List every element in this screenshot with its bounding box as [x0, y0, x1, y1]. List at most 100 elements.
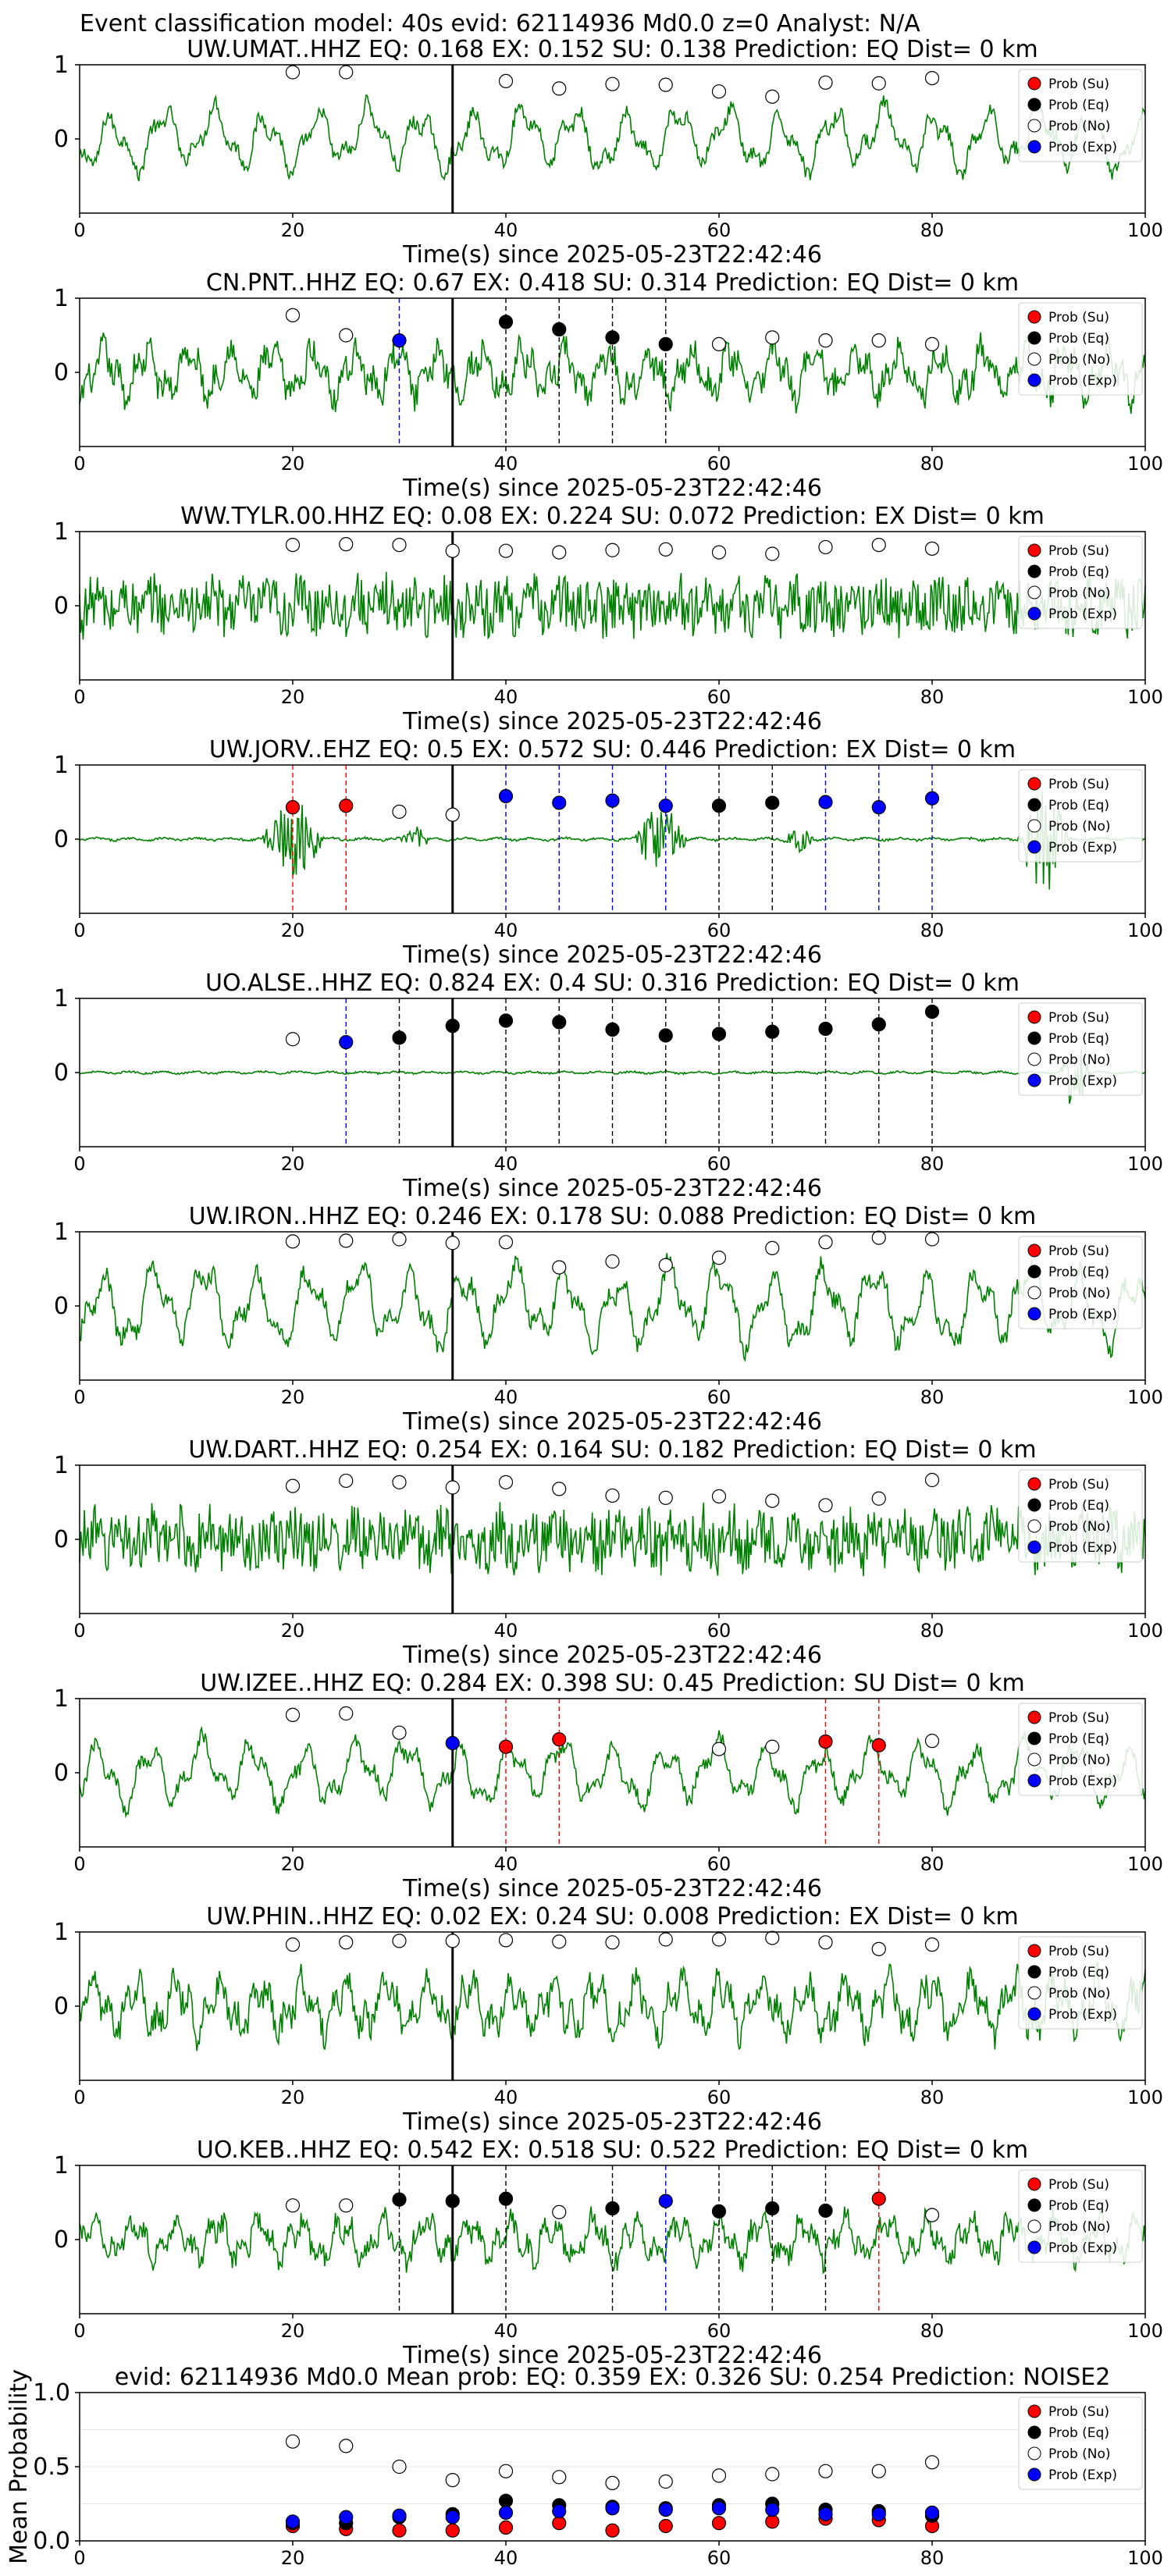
- prob-marker-no: [498, 1475, 514, 1489]
- legend-marker-su: [1027, 777, 1041, 791]
- prob-marker-no: [818, 1235, 833, 1250]
- prob-marker-su: [818, 1735, 833, 1749]
- mean-prob-point-0: [765, 2514, 780, 2529]
- waveform-trace: [79, 1961, 1146, 2051]
- waveform-trace: [79, 571, 1146, 640]
- prob-marker-no: [871, 1230, 886, 1245]
- y-tick-label: 0: [54, 126, 69, 153]
- x-tick-label: 40: [494, 686, 518, 708]
- y-tick-label: 1: [54, 1219, 69, 1246]
- prob-marker-no: [339, 537, 354, 552]
- station-panel: UW.IZEE..HHZ EQ: 0.284 EX: 0.398 SU: 0.4…: [54, 1670, 1163, 1902]
- prob-marker-eq: [552, 322, 567, 336]
- mean-prob-point-3: [605, 2501, 620, 2516]
- legend-entry-su: Prob (Su): [1048, 1244, 1109, 1259]
- prob-marker-no: [871, 1941, 886, 1956]
- prob-marker-eq: [658, 336, 673, 351]
- x-axis-label: Time(s) since 2025-05-23T22:42:46: [402, 1175, 822, 1202]
- prob-marker-no: [658, 1932, 673, 1947]
- legend-marker-no: [1027, 1519, 1041, 1533]
- mean-prob-point-2: [871, 2464, 886, 2478]
- y-tick-label: 0: [54, 1759, 69, 1787]
- x-tick-label: 60: [707, 920, 731, 941]
- legend-entry-exp: Prob (Exp): [1048, 1774, 1117, 1789]
- prob-marker-no: [818, 333, 833, 348]
- mean-prob-point-3: [924, 2505, 940, 2520]
- legend-marker-su: [1027, 1010, 1041, 1024]
- legend-marker-eq: [1027, 1965, 1041, 1979]
- legend-marker-no: [1027, 1052, 1041, 1066]
- legend-marker-exp: [1027, 1774, 1041, 1788]
- legend-marker-su: [1027, 2177, 1041, 2191]
- mean-prob-point-2: [605, 2475, 620, 2490]
- prob-marker-no: [392, 1232, 407, 1247]
- x-tick-label: 100: [1127, 1853, 1163, 1875]
- prob-marker-exp: [605, 793, 620, 808]
- summary-legend-marker: [1027, 2467, 1041, 2482]
- prob-marker-no: [445, 807, 460, 822]
- summary-legend-marker: [1027, 2425, 1041, 2439]
- legend-entry-eq: Prob (Eq): [1048, 1965, 1109, 1980]
- legend-entry-no: Prob (No): [1048, 119, 1111, 134]
- mean-prob-point-0: [711, 2516, 727, 2531]
- mean-prob-point-3: [658, 2503, 673, 2517]
- legend-marker-eq: [1027, 1265, 1041, 1279]
- summary-legend-entry: Prob (Exp): [1048, 2467, 1117, 2483]
- prob-marker-no: [924, 541, 940, 556]
- legend-entry-eq: Prob (Eq): [1048, 2198, 1109, 2214]
- y-tick-label: 1: [54, 2152, 69, 2179]
- prob-marker-no: [871, 76, 886, 91]
- station-panel: UW.UMAT..HHZ EQ: 0.168 EX: 0.152 SU: 0.1…: [54, 36, 1163, 269]
- prob-marker-eq: [552, 1015, 567, 1030]
- x-tick-label: 0: [73, 2087, 85, 2108]
- legend-entry-su: Prob (Su): [1048, 2177, 1109, 2193]
- legend-marker-no: [1027, 1752, 1041, 1767]
- y-tick-label: 1: [54, 285, 69, 312]
- prob-marker-no: [765, 330, 780, 345]
- prob-marker-no: [765, 1739, 780, 1754]
- prob-marker-no: [552, 545, 567, 560]
- prob-marker-no: [445, 543, 460, 558]
- x-tick-label: 40: [494, 1386, 518, 1408]
- x-tick-label: 20: [281, 686, 305, 708]
- y-tick-label: 0: [54, 1526, 69, 1553]
- summary-y-axis-label: Mean Probability: [5, 2369, 33, 2564]
- x-tick-label: 0: [73, 1153, 85, 1175]
- prob-marker-exp: [818, 795, 833, 809]
- prob-marker-no: [285, 1032, 301, 1047]
- panel-title: WW.TYLR.00.HHZ EQ: 0.08 EX: 0.224 SU: 0.…: [180, 503, 1045, 530]
- legend-entry-exp: Prob (Exp): [1048, 1540, 1117, 1556]
- legend-marker-su: [1027, 1477, 1041, 1491]
- legend-marker-no: [1027, 352, 1041, 366]
- prob-marker-no: [924, 1232, 940, 1247]
- x-tick-label: 20: [281, 1386, 305, 1408]
- mean-prob-point-3: [285, 2514, 301, 2529]
- prob-marker-no: [339, 2198, 354, 2213]
- prob-marker-exp: [658, 2194, 673, 2208]
- x-tick-label: 80: [920, 1153, 945, 1175]
- legend-entry-su: Prob (Su): [1048, 1944, 1109, 1959]
- prob-marker-no: [711, 1932, 727, 1947]
- y-tick-label: 0: [54, 1293, 69, 1320]
- x-axis-label: Time(s) since 2025-05-23T22:42:46: [402, 1408, 822, 1436]
- prob-marker-no: [285, 1707, 301, 1722]
- prob-marker-no: [924, 70, 940, 86]
- station-panel: UW.IRON..HHZ EQ: 0.246 EX: 0.178 SU: 0.0…: [54, 1203, 1163, 1436]
- legend-entry-exp: Prob (Exp): [1048, 607, 1117, 622]
- x-tick-label: 60: [707, 1620, 731, 1642]
- legend-entry-exp: Prob (Exp): [1048, 373, 1117, 389]
- x-axis-label: Time(s) since 2025-05-23T22:42:46: [402, 2108, 822, 2136]
- prob-marker-eq: [818, 1021, 833, 1037]
- legend-entry-no: Prob (No): [1048, 1986, 1111, 2001]
- prob-marker-su: [871, 2191, 886, 2206]
- legend-marker-eq: [1027, 1731, 1041, 1745]
- station-panel: WW.TYLR.00.HHZ EQ: 0.08 EX: 0.224 SU: 0.…: [54, 503, 1163, 735]
- x-tick-label: 60: [707, 2320, 731, 2342]
- legend-marker-su: [1027, 543, 1041, 557]
- figure-suptitle: Event classification model: 40s evid: 62…: [80, 10, 920, 37]
- x-tick-label: 80: [920, 1386, 945, 1408]
- station-panel: UO.ALSE..HHZ EQ: 0.824 EX: 0.4 SU: 0.316…: [54, 970, 1163, 1202]
- panel-title: UW.JORV..EHZ EQ: 0.5 EX: 0.572 SU: 0.446…: [209, 736, 1016, 763]
- prob-marker-no: [339, 1935, 354, 1950]
- legend-marker-eq: [1027, 564, 1041, 578]
